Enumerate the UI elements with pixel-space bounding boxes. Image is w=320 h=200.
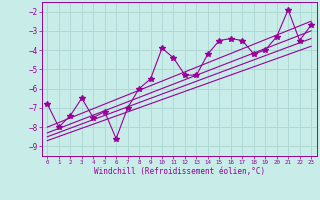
X-axis label: Windchill (Refroidissement éolien,°C): Windchill (Refroidissement éolien,°C) xyxy=(94,167,265,176)
